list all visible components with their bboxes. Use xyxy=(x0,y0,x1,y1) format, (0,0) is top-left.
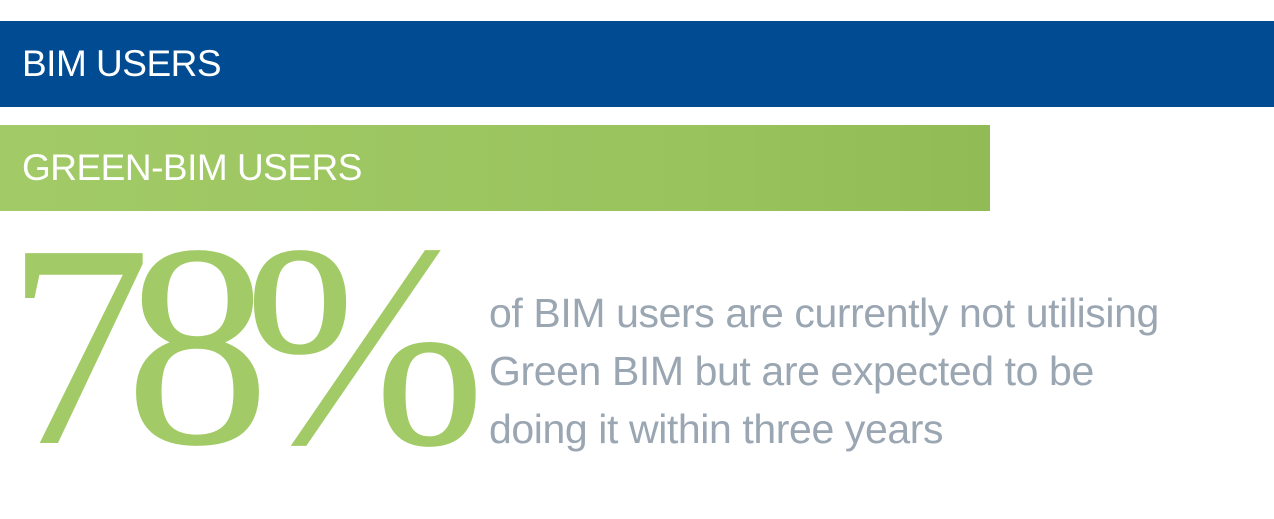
green-bim-users-label: GREEN-BIM USERS xyxy=(22,147,362,188)
stat-caption-line-1: of BIM users are currently not utilising xyxy=(489,290,1159,336)
stat-caption-line-3: doing it within three years xyxy=(489,406,944,452)
bim-users-label: BIM USERS xyxy=(22,43,222,84)
bim-users-bar: BIM USERS xyxy=(0,21,1274,107)
green-bim-users-bar: GREEN-BIM USERS xyxy=(0,125,990,211)
stat-caption: of BIM users are currently not utilising… xyxy=(489,284,1269,458)
stat-caption-line-2: Green BIM but are expected to be xyxy=(489,348,1094,394)
stat-percentage: 78% xyxy=(6,185,486,506)
